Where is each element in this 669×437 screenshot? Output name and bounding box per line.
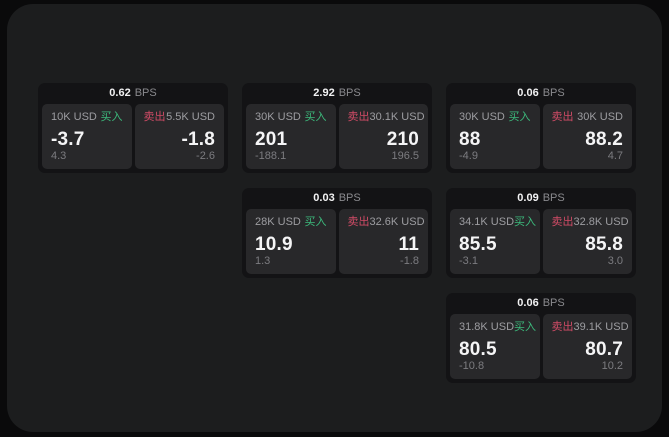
buy-price: -3.7	[51, 129, 85, 150]
bps-value: 0.62	[109, 87, 131, 99]
sell-price: 88.2	[585, 129, 623, 150]
buy-size: 34.1K USD	[459, 216, 515, 228]
sell-change: 4.7	[607, 150, 623, 162]
sell-panel[interactable]: 卖出 32.8K USD 85.8 3.0	[542, 209, 632, 274]
quote-card: 0.06 BPS 31.8K USD 买入 80.5 -10.8 卖出 39.1…	[446, 293, 636, 383]
buy-size: 28K USD	[255, 216, 301, 228]
sell-panel[interactable]: 卖出 39.1K USD 80.7 10.2	[542, 314, 632, 379]
sell-price: 210	[386, 129, 419, 150]
sell-label: 卖出	[551, 111, 574, 123]
sell-size: 39.1K USD	[573, 321, 629, 333]
sell-change: 10.2	[601, 360, 623, 372]
buy-change: -10.8	[459, 360, 485, 372]
buy-label: 买入	[508, 111, 531, 123]
buy-label: 买入	[100, 111, 123, 123]
buy-panel[interactable]: 10K USD 买入 -3.7 4.3	[42, 104, 132, 169]
sell-label: 卖出	[551, 216, 574, 228]
buy-panel[interactable]: 30K USD 买入 88 -4.9	[450, 104, 540, 169]
buy-size: 31.8K USD	[459, 321, 515, 333]
buy-change: -3.1	[459, 255, 478, 267]
buy-price: 85.5	[459, 234, 497, 255]
sell-change: -1.8	[400, 255, 419, 267]
buy-change: 1.3	[255, 255, 271, 267]
sell-label: 卖出	[551, 321, 574, 333]
bps-value: 0.06	[517, 87, 539, 99]
bps-unit: BPS	[338, 87, 361, 99]
card-header: 0.06 BPS	[446, 293, 636, 314]
sell-change: -2.6	[196, 150, 215, 162]
sell-panel[interactable]: 卖出 30.1K USD 210 196.5	[338, 104, 428, 169]
buy-label: 买入	[304, 111, 327, 123]
buy-label: 买入	[514, 216, 537, 228]
sell-change: 196.5	[391, 150, 419, 162]
bps-unit: BPS	[542, 297, 565, 309]
buy-panel[interactable]: 34.1K USD 买入 85.5 -3.1	[450, 209, 540, 274]
card-header: 0.03 BPS	[242, 188, 432, 209]
buy-price: 88	[459, 129, 481, 150]
sell-price: 85.8	[585, 234, 623, 255]
card-header: 0.62 BPS	[38, 83, 228, 104]
sell-size: 5.5K USD	[166, 111, 215, 123]
sell-panel[interactable]: 卖出 30K USD 88.2 4.7	[542, 104, 632, 169]
quote-card: 0.62 BPS 10K USD 买入 -3.7 4.3 卖出 5.5K USD…	[38, 83, 228, 173]
bps-unit: BPS	[134, 87, 157, 99]
quote-card: 0.06 BPS 30K USD 买入 88 -4.9 卖出 30K USD 8…	[446, 83, 636, 173]
buy-price: 201	[255, 129, 288, 150]
card-header: 0.09 BPS	[446, 188, 636, 209]
bps-value: 2.92	[313, 87, 335, 99]
card-header: 2.92 BPS	[242, 83, 432, 104]
buy-price: 80.5	[459, 339, 497, 360]
buy-change: -188.1	[255, 150, 287, 162]
quote-card: 2.92 BPS 30K USD 买入 201 -188.1 卖出 30.1K …	[242, 83, 432, 173]
sell-label: 卖出	[347, 111, 370, 123]
sell-size: 30.1K USD	[369, 111, 425, 123]
sell-price: 11	[398, 234, 419, 255]
sell-size: 32.8K USD	[573, 216, 629, 228]
sell-size: 32.6K USD	[369, 216, 425, 228]
bps-unit: BPS	[338, 192, 361, 204]
buy-size: 30K USD	[255, 111, 301, 123]
sell-panel[interactable]: 卖出 5.5K USD -1.8 -2.6	[134, 104, 224, 169]
buy-label: 买入	[514, 321, 537, 333]
buy-panel[interactable]: 31.8K USD 买入 80.5 -10.8	[450, 314, 540, 379]
sell-label: 卖出	[347, 216, 370, 228]
sell-price: 80.7	[585, 339, 623, 360]
bps-value: 0.06	[517, 297, 539, 309]
buy-price: 10.9	[255, 234, 293, 255]
sell-panel[interactable]: 卖出 32.6K USD 11 -1.8	[338, 209, 428, 274]
card-header: 0.06 BPS	[446, 83, 636, 104]
quote-card: 0.03 BPS 28K USD 买入 10.9 1.3 卖出 32.6K US…	[242, 188, 432, 278]
bps-value: 0.03	[313, 192, 335, 204]
buy-change: 4.3	[51, 150, 67, 162]
sell-change: 3.0	[607, 255, 623, 267]
sell-price: -1.8	[181, 129, 215, 150]
sell-label: 卖出	[143, 111, 166, 123]
buy-size: 10K USD	[51, 111, 97, 123]
sell-size: 30K USD	[577, 111, 623, 123]
buy-change: -4.9	[459, 150, 478, 162]
buy-panel[interactable]: 28K USD 买入 10.9 1.3	[246, 209, 336, 274]
bps-unit: BPS	[542, 87, 565, 99]
buy-label: 买入	[304, 216, 327, 228]
buy-size: 30K USD	[459, 111, 505, 123]
quote-card: 0.09 BPS 34.1K USD 买入 85.5 -3.1 卖出 32.8K…	[446, 188, 636, 278]
buy-panel[interactable]: 30K USD 买入 201 -188.1	[246, 104, 336, 169]
bps-unit: BPS	[542, 192, 565, 204]
bps-value: 0.09	[517, 192, 539, 204]
